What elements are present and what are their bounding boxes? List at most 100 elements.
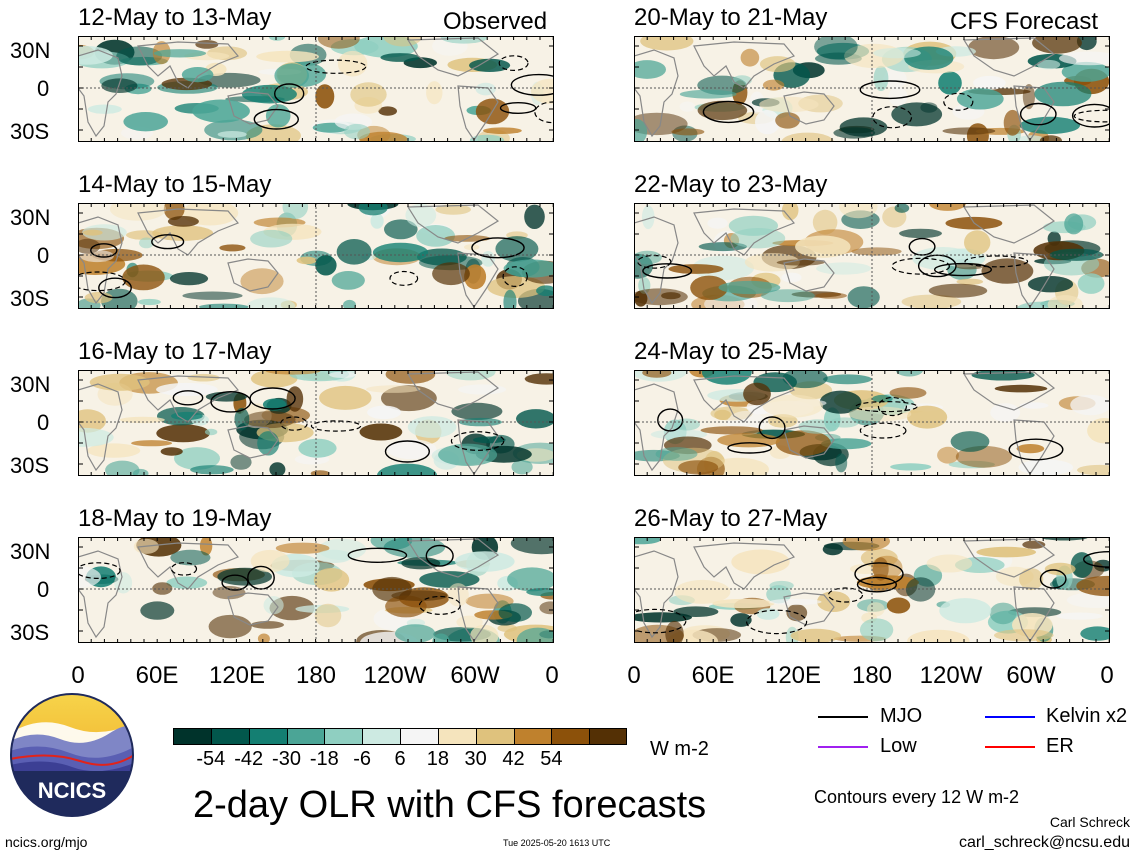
lon-label-fcst-120e: 120E [764, 662, 822, 689]
coastline [406, 37, 500, 77]
coastline [406, 204, 500, 244]
olr-anomaly-blob [343, 299, 356, 309]
olr-anomaly-blob [329, 371, 356, 378]
legend-line-kelvin [985, 716, 1035, 718]
olr-anomaly-blob [487, 276, 546, 298]
coastline [1013, 85, 1055, 142]
olr-anomaly-blob [344, 123, 370, 140]
olr-anomaly-blob [241, 84, 297, 104]
coastline [1013, 252, 1055, 309]
lon-label-fcst-0: 0 [627, 662, 641, 689]
colorbar-cell [324, 728, 363, 745]
olr-anomaly-blob [1070, 552, 1093, 578]
colorbar-tick-label: -30 [272, 748, 301, 770]
olr-anomaly-blob [78, 427, 114, 447]
olr-anomaly-blob [366, 385, 421, 393]
lat-label-0-2: 0 [37, 243, 50, 268]
olr-anomaly-blob [182, 291, 243, 300]
olr-anomaly-blob [296, 256, 317, 265]
olr-anomaly-blob [873, 65, 889, 92]
mjo-contour [425, 544, 454, 567]
olr-anomaly-blob [1077, 464, 1110, 476]
olr-anomaly-blob [781, 203, 799, 221]
coastline [634, 550, 679, 639]
panel-title-fcst-3: 24-May to 25-May [634, 338, 828, 365]
olr-anomaly-blob [219, 244, 246, 252]
olr-anomaly-blob [929, 203, 966, 211]
olr-anomaly-blob [174, 447, 220, 470]
olr-anomaly-blob [1034, 81, 1092, 107]
coastline [457, 85, 499, 142]
olr-anomaly-blob [244, 411, 296, 429]
coastline [962, 204, 1056, 244]
coastline [634, 49, 679, 138]
colorbar-tick-label: -54 [196, 748, 226, 770]
colorbar-cell [248, 728, 287, 745]
olr-anomaly-blob [455, 551, 515, 572]
contour-note: Contours every 12 W m-2 [814, 787, 1020, 807]
olr-anomaly-blob [1056, 612, 1103, 620]
coastline [78, 550, 123, 639]
olr-anomaly-blob [208, 614, 252, 639]
olr-anomaly-blob [907, 629, 970, 643]
olr-anomaly-blob [516, 627, 554, 643]
olr-anomaly-blob [315, 549, 353, 563]
mjo-contour [384, 440, 430, 463]
olr-anomaly-blob [665, 620, 684, 643]
coastline [227, 425, 279, 459]
colorbar-cell [551, 728, 590, 745]
olr-anomaly-blob [775, 112, 800, 129]
coastline [693, 375, 795, 423]
olr-anomaly-blob [848, 406, 912, 422]
olr-anomaly-blob [451, 402, 503, 420]
olr-anomaly-blob [1032, 36, 1082, 54]
mjo-contour-dashed [534, 101, 554, 124]
lat-label-0-3: 0 [37, 410, 50, 435]
panel-title-obs-2: 14-May to 15-May [78, 171, 272, 198]
legend-label-kelvin: Kelvin x2 [1046, 705, 1128, 727]
olr-anomaly-blob [956, 88, 1004, 110]
panel-title-obs-4: 18-May to 19-May [78, 505, 272, 532]
olr-anomaly-blob [907, 405, 948, 429]
footer-email[interactable]: carl_schreck@ncsu.edu [959, 834, 1130, 851]
lat-label-30n-4: 30N [10, 539, 51, 564]
observed-label: Observed [443, 8, 548, 35]
olr-anomaly-blob [938, 71, 962, 95]
footer-url[interactable]: ncics.org/mjo [5, 834, 88, 850]
mjo-contour-dashed [827, 587, 864, 603]
olr-anomaly-blob [679, 101, 696, 112]
mjo-contour [510, 73, 554, 96]
mjo-contour [854, 562, 904, 586]
olr-anomaly-blob [140, 601, 175, 620]
olr-anomaly-blob [776, 259, 825, 266]
coastline [227, 592, 279, 626]
lon-label-fcst-60w: 60W [1006, 662, 1056, 689]
olr-anomaly-blob [1044, 562, 1076, 576]
olr-anomaly-blob [197, 72, 261, 88]
coastline [78, 49, 123, 138]
olr-anomaly-blob [634, 250, 662, 265]
olr-anomaly-blob [1077, 273, 1105, 294]
olr-anomaly-blob [1027, 276, 1074, 293]
mjo-contour [642, 263, 693, 279]
olr-anomaly-blob [156, 382, 218, 397]
legend-line-low [818, 746, 868, 748]
olr-anomaly-blob [123, 112, 168, 132]
coastline [962, 371, 1056, 411]
olr-anomaly-blob [380, 53, 420, 62]
olr-anomaly-blob [769, 580, 794, 591]
olr-anomaly-blob [905, 577, 936, 602]
lon-label-obs-60e: 60E [135, 662, 179, 689]
olr-anomaly-blob [187, 373, 220, 382]
olr-anomaly-blob [926, 554, 973, 573]
olr-anomaly-blob [1037, 59, 1061, 70]
olr-anomaly-blob [781, 132, 834, 142]
olr-anomaly-blob [377, 463, 437, 476]
olr-anomaly-blob [847, 286, 880, 309]
colorbar-cell [362, 728, 401, 745]
olr-anomaly-blob [426, 81, 443, 105]
mjo-contour [859, 80, 921, 100]
mjo-contour [471, 237, 525, 259]
olr-anomaly-blob [432, 633, 450, 643]
colorbar-tick-label: -6 [353, 748, 372, 770]
